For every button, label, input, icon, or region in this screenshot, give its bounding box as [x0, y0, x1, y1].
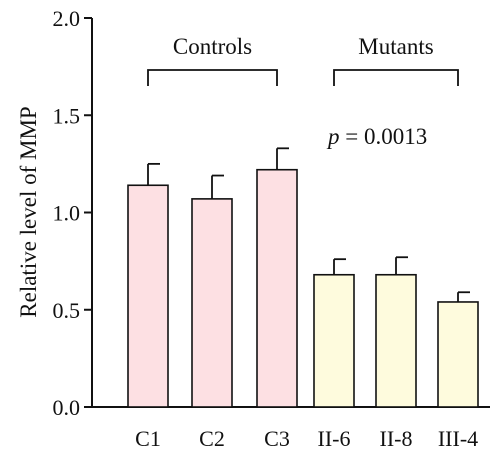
bar-II-6	[313, 273, 355, 408]
group-bracket-mutants	[333, 69, 459, 86]
x-tick-label: III-4	[438, 426, 478, 451]
bar-III-4	[437, 301, 479, 408]
bar-C1	[127, 184, 169, 408]
group-bracket-controls	[147, 69, 278, 86]
y-tick-label: 1.0	[53, 201, 81, 226]
x-tick-label: C3	[264, 426, 290, 451]
x-tick-label: II-6	[318, 426, 351, 451]
y-tick-label: 2.0	[53, 6, 81, 31]
bar-C3	[256, 168, 298, 408]
p-value-text: = 0.0013	[340, 124, 428, 149]
x-tick-label: II-8	[380, 426, 413, 451]
x-tick-label: C1	[135, 426, 161, 451]
group-brackets: Controls Mutants	[147, 34, 459, 86]
y-tick-label: 1.5	[53, 103, 81, 128]
x-tick-label: C2	[199, 426, 225, 451]
y-tick-label: 0.0	[53, 395, 81, 420]
bar-II-8	[375, 273, 417, 408]
group-label-controls: Controls	[173, 34, 252, 59]
y-axis-ticks: 0.0 0.5 1.0 1.5 2.0	[53, 6, 92, 420]
x-axis-labels: C1 C2 C3 II-6 II-8 III-4	[135, 426, 478, 451]
y-tick-label: 0.5	[53, 298, 81, 323]
chart-bars	[127, 168, 479, 408]
y-axis-label: Relative level of MMP	[16, 106, 41, 317]
bar-C2	[191, 198, 233, 408]
p-symbol: p	[326, 124, 340, 149]
group-label-mutants: Mutants	[358, 34, 433, 59]
error-bars	[147, 147, 470, 302]
p-value-annotation: p = 0.0013	[326, 124, 427, 149]
